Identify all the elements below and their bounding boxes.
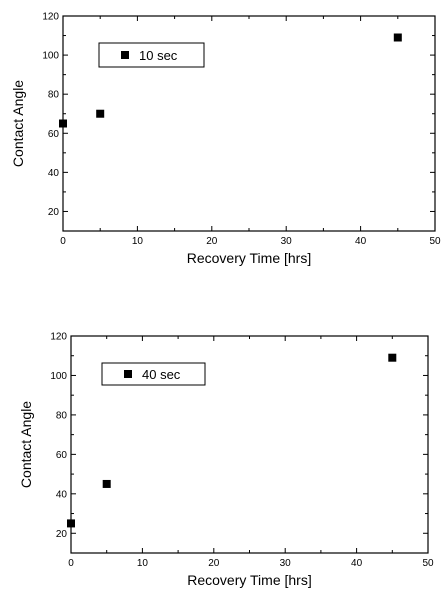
x-tick-label: 20 <box>206 236 218 247</box>
x-axis-title: Recovery Time [hrs] <box>187 250 311 266</box>
x-tick-label: 30 <box>281 236 293 247</box>
y-tick-label: 20 <box>56 529 68 540</box>
data-point <box>388 353 397 362</box>
data-point <box>96 109 105 118</box>
legend-box <box>101 362 206 386</box>
y-tick-label: 120 <box>50 332 67 343</box>
legend-box <box>98 42 205 68</box>
chart-contact-angle-10-sec: 0 10 20 30 40 50 20 40 60 80 100 120 Recovery Time [… <box>10 12 441 267</box>
x-tick-label: 10 <box>132 236 144 247</box>
y-tick-label: 80 <box>56 410 68 421</box>
data-point <box>67 519 75 528</box>
y-tick-label: 100 <box>42 51 59 62</box>
x-tick-label: 0 <box>60 236 66 247</box>
y-tick-label: 100 <box>50 371 67 382</box>
data-point <box>102 479 111 488</box>
x-tick-label: 0 <box>68 558 74 569</box>
y-tick-label: 60 <box>56 450 68 461</box>
x-tick-label: 30 <box>280 558 292 569</box>
x-tick-label: 20 <box>208 558 220 569</box>
x-tick-label: 10 <box>137 558 149 569</box>
legend-marker <box>124 370 132 378</box>
y-tick-label: 80 <box>48 90 60 101</box>
x-tick-label: 50 <box>422 558 434 569</box>
y-tick-label: 40 <box>48 168 60 179</box>
legend-marker <box>121 51 129 59</box>
x-axis-title: Recovery Time [hrs] <box>187 572 311 588</box>
x-tick-label: 40 <box>355 236 367 247</box>
y-axis-title: Contact Angle <box>10 80 26 167</box>
chart-contact-angle-40-sec: 0 10 20 30 40 50 20 40 60 80 100 120 Recovery Time [… <box>18 332 434 589</box>
legend-label: 10 sec <box>139 48 178 63</box>
y-tick-label: 40 <box>56 489 68 500</box>
x-tick-label: 50 <box>429 236 441 247</box>
data-point <box>59 119 67 128</box>
legend-label: 40 sec <box>142 367 181 382</box>
y-tick-label: 20 <box>48 207 60 218</box>
y-tick-label: 120 <box>42 12 59 23</box>
y-tick-label: 60 <box>48 129 60 140</box>
x-tick-label: 40 <box>351 558 363 569</box>
data-point <box>393 33 402 42</box>
y-axis-title: Contact Angle <box>18 401 34 488</box>
